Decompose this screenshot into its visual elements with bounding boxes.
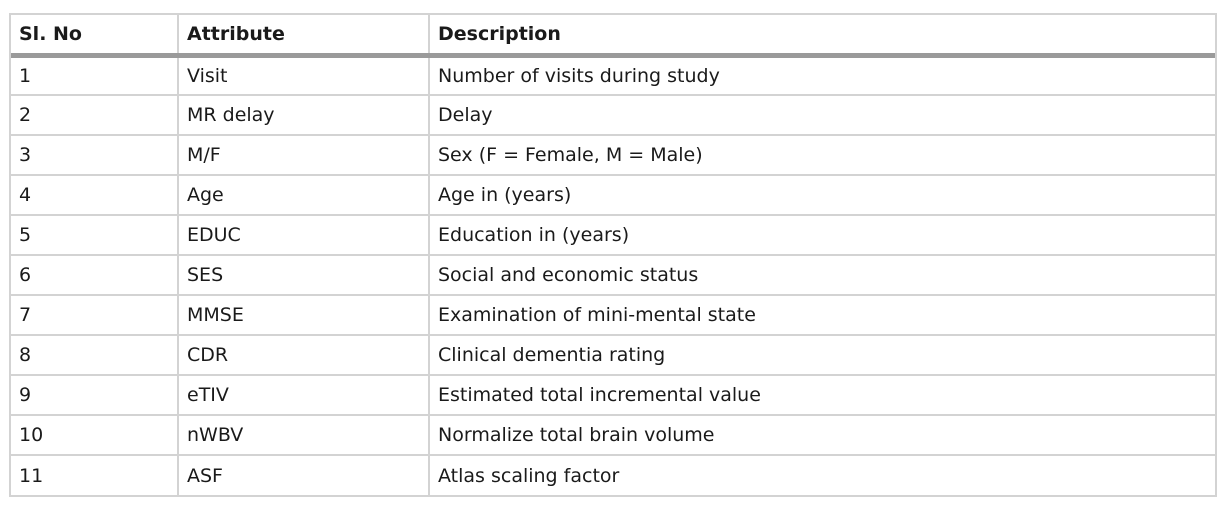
cell-attribute: MMSE bbox=[178, 295, 430, 336]
attributes-table-container: Sl. No Attribute Description 1 Visit Numbe… bbox=[9, 13, 1217, 497]
table-row: 11 ASF Atlas scaling factor bbox=[11, 455, 1215, 495]
cell-sl-no: 4 bbox=[11, 175, 179, 216]
cell-description: Education in (years) bbox=[429, 215, 1215, 256]
cell-description: Atlas scaling factor bbox=[438, 464, 620, 487]
table-row: 1 Visit Number of visits during study bbox=[11, 55, 1215, 96]
cell-attribute: SES bbox=[178, 255, 430, 296]
cell-description: Sex (F = Female, M = Male) bbox=[429, 135, 1215, 176]
cell-attribute: eTIV bbox=[178, 375, 430, 416]
header-description: Description bbox=[429, 15, 1215, 58]
cell-description: Number of visits during study bbox=[429, 55, 1215, 96]
cell-description: Estimated total incremental value bbox=[429, 375, 1215, 416]
cell-description: Social and economic status bbox=[429, 255, 1215, 296]
table-row: 5 EDUC Education in (years) bbox=[11, 215, 1215, 256]
table-row: 8 CDR Clinical dementia rating bbox=[11, 335, 1215, 376]
cell-sl-no: 8 bbox=[11, 335, 179, 376]
cell-sl-no: 1 bbox=[11, 55, 179, 96]
cell-sl-no: 7 bbox=[11, 295, 179, 336]
table-row: 4 Age Age in (years) bbox=[11, 175, 1215, 216]
table-row: 6 SES Social and economic status bbox=[11, 255, 1215, 296]
cell-description: Examination of mini-mental state bbox=[429, 295, 1215, 336]
cell-attribute: Age bbox=[178, 175, 430, 216]
cell-sl-no: 11 bbox=[11, 455, 179, 495]
cell-attribute: ASF bbox=[178, 455, 430, 495]
table-row: 9 eTIV Estimated total incremental value bbox=[11, 375, 1215, 416]
cell-attribute: nWBV bbox=[178, 415, 430, 456]
cell-description: Delay bbox=[429, 95, 1215, 136]
header-attribute: Attribute bbox=[178, 15, 430, 58]
cell-attribute: M/F bbox=[178, 135, 430, 176]
attributes-table: Sl. No Attribute Description 1 Visit Numbe… bbox=[11, 15, 1215, 495]
cell-description: Normalize total brain volume bbox=[429, 415, 1215, 456]
table-row: 3 M/F Sex (F = Female, M = Male) bbox=[11, 135, 1215, 176]
table-header-row: Sl. No Attribute Description bbox=[11, 15, 1215, 58]
cell-attribute: Visit bbox=[178, 55, 430, 96]
cell-sl-no: 5 bbox=[11, 215, 179, 256]
table-body: 1 Visit Number of visits during study 2 MR d… bbox=[11, 55, 1215, 495]
cell-sl-no: 3 bbox=[11, 135, 179, 176]
table-row: 2 MR delay Delay bbox=[11, 95, 1215, 136]
cell-sl-no: 9 bbox=[11, 375, 179, 416]
cell-sl-no: 6 bbox=[11, 255, 179, 296]
cell-attribute: CDR bbox=[178, 335, 430, 376]
table-row: 7 MMSE Examination of mini-mental state bbox=[11, 295, 1215, 336]
table-row: 10 nWBV Normalize total brain volume bbox=[11, 415, 1215, 456]
cell-description: Clinical dementia rating bbox=[429, 335, 1215, 376]
cell-description: Age in (years) bbox=[429, 175, 1215, 216]
header-sl-no: Sl. No bbox=[11, 15, 179, 58]
cell-attribute: EDUC bbox=[178, 215, 430, 256]
cell-sl-no: 2 bbox=[11, 95, 179, 136]
cell-attribute: MR delay bbox=[178, 95, 430, 136]
cell-sl-no: 10 bbox=[11, 415, 179, 456]
